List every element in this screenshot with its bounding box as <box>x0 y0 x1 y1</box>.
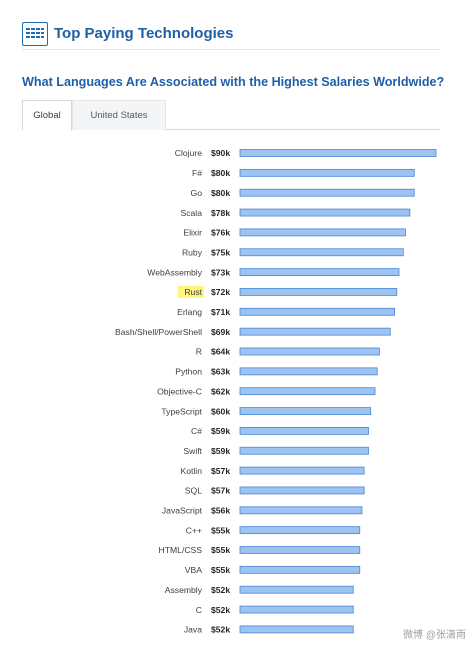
chart-question: What Languages Are Associated with the H… <box>22 75 445 89</box>
value-label-bash-shell-powershell: $69k <box>211 327 230 337</box>
category-label-swift: Swift <box>183 446 202 456</box>
value-label-swift: $59k <box>211 446 230 456</box>
watermark: 微博 @张潇雨 <box>403 630 466 641</box>
region-tabs: Global United States <box>22 100 440 131</box>
bar-vba <box>239 565 361 574</box>
value-label-kotlin: $57k <box>211 466 230 476</box>
value-label-assembly: $52k <box>211 585 230 595</box>
bar-erlang <box>239 307 396 316</box>
value-label-javascript: $56k <box>211 506 230 516</box>
value-label-typescript: $60k <box>211 406 230 416</box>
bar-sql <box>239 486 365 495</box>
bar-go <box>239 188 415 197</box>
bar-javascript <box>239 506 363 515</box>
value-label-f: $80k <box>211 168 230 178</box>
value-label-clojure: $90k <box>211 148 230 158</box>
value-label-sql: $57k <box>211 486 230 496</box>
value-label-vba: $55k <box>211 565 230 575</box>
value-label-python: $63k <box>211 367 230 377</box>
value-label-erlang: $71k <box>211 307 230 317</box>
bar-rust <box>239 288 398 296</box>
bar-scala <box>239 208 411 217</box>
page-title: Top Paying Technologies <box>54 25 234 42</box>
category-label-clojure: Clojure <box>175 148 202 158</box>
category-label-c: C <box>196 605 202 615</box>
bar-swift <box>239 446 369 455</box>
category-label-go: Go <box>191 188 203 198</box>
category-label-erlang: Erlang <box>177 307 202 317</box>
bar-java <box>239 625 354 634</box>
category-label-webassembly: WebAssembly <box>147 267 202 277</box>
value-label-c: $59k <box>211 426 230 436</box>
category-label-javascript: JavaScript <box>162 506 203 516</box>
category-label-objective-c: Objective-C <box>157 386 202 396</box>
value-label-c: $52k <box>211 605 230 615</box>
value-label-webassembly: $73k <box>211 267 230 277</box>
bar-elixir <box>239 228 406 237</box>
category-label-kotlin: Kotlin <box>181 466 203 476</box>
bar-c <box>239 426 369 435</box>
bar-objective-c <box>239 387 376 396</box>
tab-united-states[interactable]: United States <box>72 100 166 130</box>
salary-bar-chart: Clojure $90k F# $80k Go $80k Scala $78k Elixir $7… <box>115 148 437 635</box>
bar-html-css <box>239 546 361 554</box>
value-label-go: $80k <box>211 188 230 198</box>
value-label-ruby: $75k <box>211 247 230 257</box>
grid-logo-icon <box>22 22 48 46</box>
bar-ruby <box>239 248 404 257</box>
tab-global[interactable]: Global <box>22 100 72 131</box>
category-label-c: C++ <box>186 525 202 535</box>
category-label-assembly: Assembly <box>165 585 203 595</box>
category-label-typescript: TypeScript <box>161 406 202 416</box>
category-label-java: Java <box>184 625 202 635</box>
category-label-html-css: HTML/CSS <box>159 545 203 555</box>
highlight-rust <box>177 285 204 298</box>
bar-typescript <box>239 407 372 415</box>
bar-c <box>239 605 354 614</box>
bar-r <box>239 347 380 356</box>
value-label-rust: $72k <box>211 287 230 297</box>
value-label-c: $55k <box>211 525 230 535</box>
bar-kotlin <box>239 466 365 475</box>
value-label-objective-c: $62k <box>211 386 230 396</box>
category-label-ruby: Ruby <box>182 247 203 257</box>
category-label-python: Python <box>175 367 202 377</box>
value-label-scala: $78k <box>211 208 230 218</box>
value-label-java: $52k <box>211 625 230 635</box>
bar-clojure <box>239 149 437 157</box>
bar-f <box>239 168 415 177</box>
category-label-f: F# <box>192 168 202 178</box>
category-label-bash-shell-powershell: Bash/Shell/PowerShell <box>115 327 202 337</box>
category-label-sql: SQL <box>185 486 202 496</box>
category-label-vba: VBA <box>185 565 202 575</box>
bar-c <box>239 526 361 535</box>
bar-assembly <box>239 585 354 594</box>
value-label-elixir: $76k <box>211 228 230 238</box>
header: Top Paying Technologies <box>22 22 440 50</box>
category-label-c: C# <box>191 426 202 436</box>
value-label-r: $64k <box>211 347 230 357</box>
bar-python <box>239 367 378 376</box>
category-label-scala: Scala <box>181 208 203 218</box>
value-label-html-css: $55k <box>211 545 230 555</box>
bar-webassembly <box>239 268 400 276</box>
bar-bash-shell-powershell <box>239 327 391 336</box>
category-label-rust: Rust <box>184 287 202 297</box>
category-label-elixir: Elixir <box>183 228 202 238</box>
category-label-r: R <box>196 347 202 357</box>
